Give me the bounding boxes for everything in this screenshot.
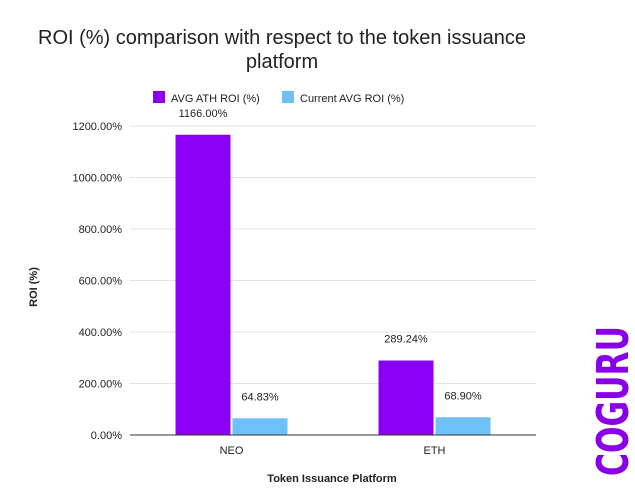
x-tick-label: NEO xyxy=(220,445,244,457)
legend-swatch-series-2 xyxy=(282,91,294,103)
bar-eth-series-1 xyxy=(378,360,434,435)
legend-swatch-series-1 xyxy=(153,91,165,103)
bar-value-label: 68.90% xyxy=(444,390,482,402)
bars xyxy=(175,134,491,435)
y-tick-label: 400.00% xyxy=(79,327,123,339)
legend-label-series-1: AVG ATH ROI (%) xyxy=(171,93,260,105)
y-axis-title: ROI (%) xyxy=(28,267,40,307)
y-tick-label: 1200.00% xyxy=(72,121,122,133)
chart-title-line-1: ROI (%) comparison with respect to the t… xyxy=(38,27,526,49)
data-labels: 1166.00% 64.83% 289.24% 68.90% xyxy=(179,108,482,404)
y-tick-label: 0.00% xyxy=(91,430,122,442)
y-tick-label: 200.00% xyxy=(79,379,123,391)
x-axis-title: Token Issuance Platform xyxy=(267,473,397,485)
watermark-logo: COGURU xyxy=(588,326,635,476)
x-axis-ticks: NEO ETH xyxy=(220,445,446,457)
bar-neo-series-1 xyxy=(175,134,231,435)
bar-value-label: 1166.00% xyxy=(179,108,228,120)
x-tick-label: ETH xyxy=(424,445,446,457)
y-tick-label: 1000.00% xyxy=(72,173,122,185)
legend-label-series-2: Current AVG ROI (%) xyxy=(300,93,404,105)
bar-value-label: 64.83% xyxy=(241,391,279,403)
y-axis-ticks: 0.00% 200.00% 400.00% 600.00% 800.00% 1000.00… xyxy=(72,121,122,442)
bar-eth-series-2 xyxy=(435,417,491,435)
legend: AVG ATH ROI (%) Current AVG ROI (%) xyxy=(153,91,404,105)
watermark-text: COGURU xyxy=(588,326,635,476)
bar-neo-series-2 xyxy=(232,418,288,435)
y-tick-label: 800.00% xyxy=(79,224,123,236)
bar-value-label: 289.24% xyxy=(384,334,428,346)
y-tick-label: 600.00% xyxy=(79,276,123,288)
chart-title-line-2: platform xyxy=(246,51,318,73)
